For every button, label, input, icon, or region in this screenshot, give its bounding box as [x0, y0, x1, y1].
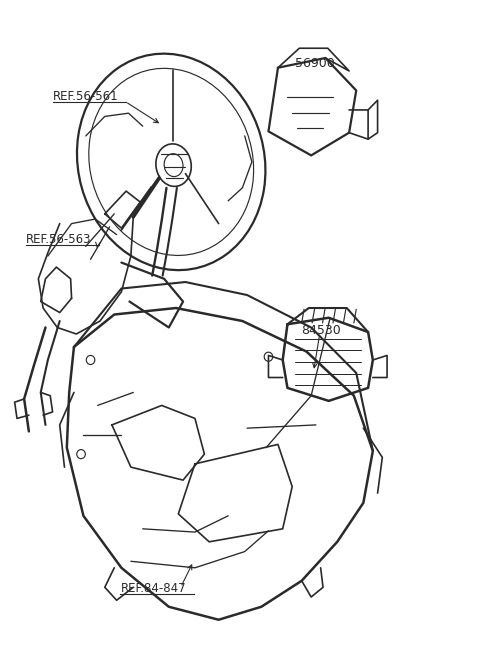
Text: REF.56-561: REF.56-561 — [53, 90, 118, 103]
Text: 56900: 56900 — [295, 57, 334, 69]
Text: REF.84-847: REF.84-847 — [120, 582, 186, 595]
Text: REF.56-563: REF.56-563 — [25, 233, 91, 246]
Text: 84530: 84530 — [301, 324, 340, 337]
